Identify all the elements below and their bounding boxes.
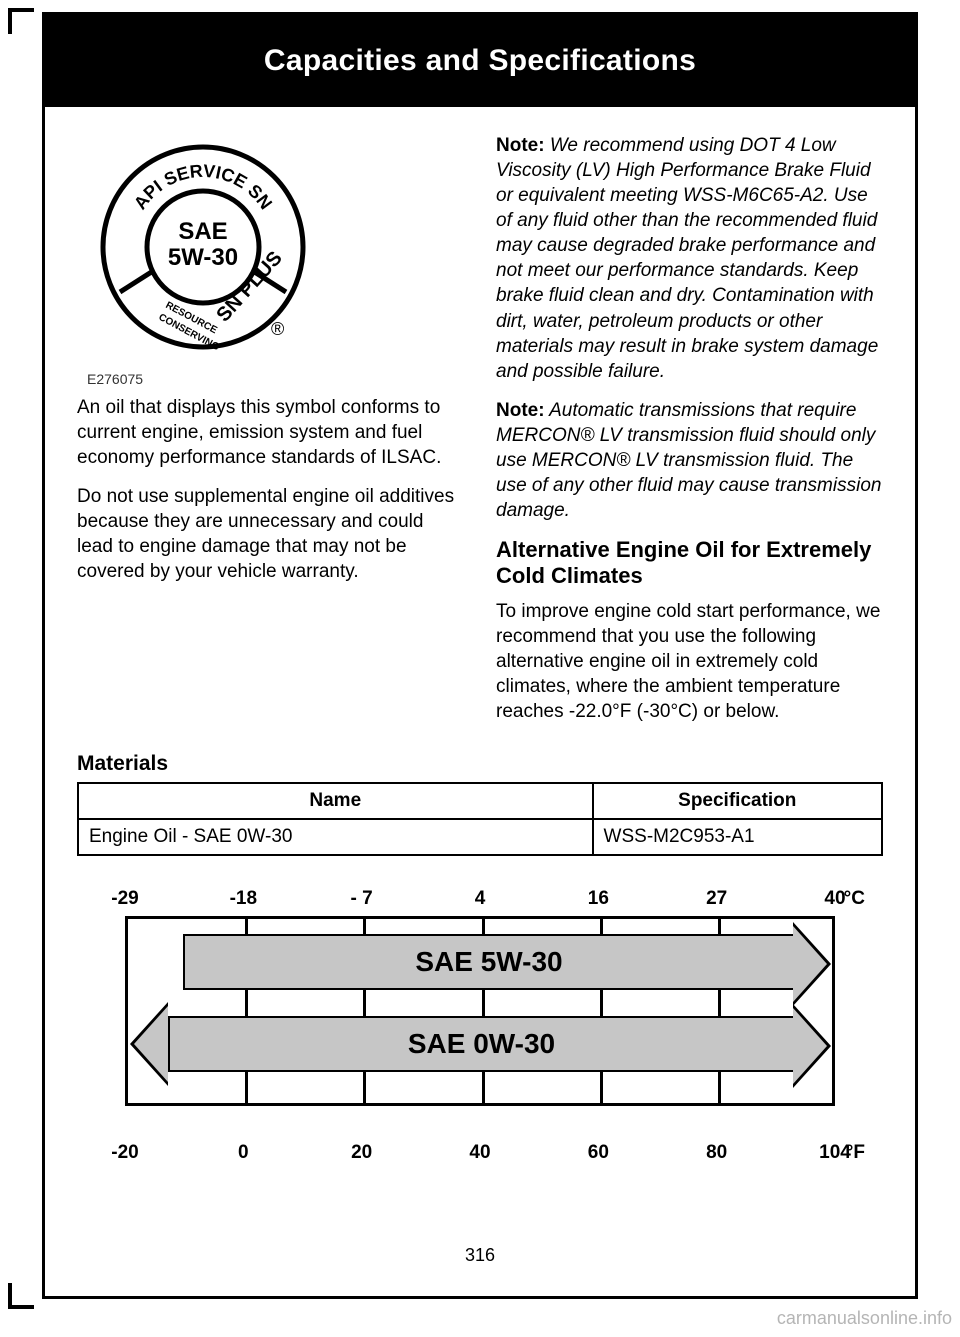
fahrenheit-label: 104 [819,1142,851,1164]
celsius-label: 27 [706,888,727,910]
table-header-spec: Specification [593,783,882,819]
note-text: Automatic transmissions that require MER… [496,400,881,521]
svg-text:SAE: SAE [178,218,227,245]
crop-mark [8,8,12,34]
fahrenheit-label: -20 [111,1142,138,1164]
fahrenheit-label: 60 [588,1142,609,1164]
section-subhead: Alternative Engine Oil for Extremely Col… [496,537,883,589]
note-label: Note: [496,135,545,156]
cell-spec: WSS-M2C953-A1 [593,819,882,855]
api-service-seal: API SERVICE SN SAE 5W-30 RESOURCE CONSER… [93,137,464,389]
page-number: 316 [465,1245,495,1266]
celsius-label: 4 [475,888,486,910]
page-title: Capacities and Specifications [264,44,696,78]
body-text: To improve engine cold start performance… [496,599,883,724]
svg-text:®: ® [271,319,284,339]
crop-mark [8,1283,12,1309]
right-column: Note: We recommend using DOT 4 Low Visco… [496,133,883,738]
body-text: An oil that displays this symbol conform… [77,395,464,470]
note-paragraph: Note: We recommend using DOT 4 Low Visco… [496,133,883,384]
body-text: Do not use supplemental engine oil addit… [77,484,464,584]
note-text: We recommend using DOT 4 Low Viscosity (… [496,135,878,382]
page-header: Capacities and Specifications [45,15,915,107]
note-label: Note: [496,400,545,421]
fahrenheit-label: 20 [351,1142,372,1164]
svg-text:5W-30: 5W-30 [168,244,238,271]
figure-caption: E276075 [87,370,464,388]
watermark: carmanualsonline.info [777,1308,952,1329]
arrow-label: SAE 0W-30 [408,1028,555,1060]
page-frame: Capacities and Specifications API SERVIC… [42,12,918,1299]
materials-heading: Materials [77,752,883,776]
cell-name: Engine Oil - SAE 0W-30 [78,819,593,855]
unit-celsius: °C [844,888,865,910]
celsius-label: -18 [230,888,257,910]
temperature-chart: °C °F SAE 5W-30 SAE 0W-30 -29-20-180- 72… [95,886,865,1166]
table-row: Engine Oil - SAE 0W-30 WSS-M2C953-A1 [78,819,882,855]
arrow-left-head [130,1002,168,1086]
table-header-name: Name [78,783,593,819]
arrow-sae-5w30: SAE 5W-30 [183,934,795,990]
arrow-sae-0w30: SAE 0W-30 [168,1016,795,1072]
celsius-label: -29 [111,888,138,910]
left-column: API SERVICE SN SAE 5W-30 RESOURCE CONSER… [77,133,464,738]
celsius-label: - 7 [351,888,373,910]
fahrenheit-label: 40 [469,1142,490,1164]
fahrenheit-label: 0 [238,1142,249,1164]
celsius-label: 16 [588,888,609,910]
materials-table: Name Specification Engine Oil - SAE 0W-3… [77,782,883,856]
arrow-label: SAE 5W-30 [415,946,562,978]
celsius-label: 40 [824,888,845,910]
note-paragraph: Note: Automatic transmissions that requi… [496,398,883,523]
fahrenheit-label: 80 [706,1142,727,1164]
